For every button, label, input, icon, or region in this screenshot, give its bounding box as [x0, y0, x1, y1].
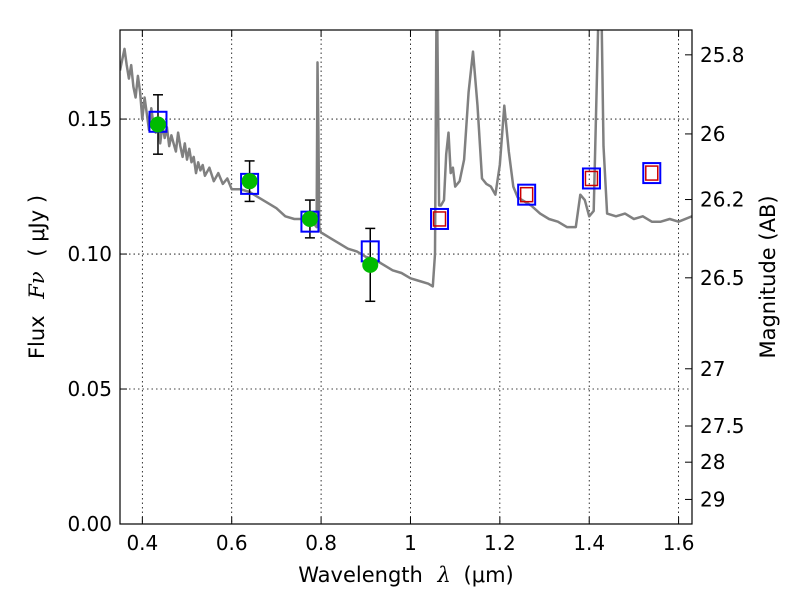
- x-tick-label: 1.4: [573, 531, 605, 555]
- y-axis-label-unit: ( μJy ): [25, 195, 49, 257]
- x-axis-label-unit: (μm): [464, 563, 514, 587]
- plot-frame: [119, 29, 693, 525]
- x-tick-label: 0.4: [126, 531, 158, 555]
- y-tick-label: 0.00: [67, 512, 112, 536]
- model-spectrum-line: [120, 30, 692, 288]
- x-tick-label: 0.6: [216, 531, 248, 555]
- y2-axis-ticks: 25.8 26 26.2 26.5 27 27.5 28 29: [685, 43, 745, 511]
- y2-tick-label: 26.5: [700, 266, 745, 290]
- y-tick-label: 0.15: [67, 107, 112, 131]
- x-axis-label-symbol: λ: [437, 563, 451, 587]
- y2-axis-label: Magnitude (AB): [756, 195, 780, 358]
- y2-tick-label: 27: [700, 357, 725, 381]
- y-axis-ticks: 0.00 0.05 0.10 0.15: [67, 107, 127, 536]
- observed-data-point: [241, 173, 258, 190]
- y2-tick-label: 26.2: [700, 188, 745, 212]
- y2-tick-label: 27.5: [700, 414, 745, 438]
- nir-photometry-box: [519, 186, 534, 203]
- nir-photometry-box: [584, 170, 599, 187]
- model-photometry-box: [517, 183, 537, 206]
- y-tick-label: 0.10: [67, 242, 112, 266]
- model-photometry-box: [581, 167, 601, 190]
- y2-tick-label: 26: [700, 122, 725, 146]
- y-axis-label: Flux Fν ( μJy ): [25, 195, 49, 359]
- model-photometry-box: [430, 207, 450, 230]
- observed-data-point: [362, 256, 379, 273]
- x-axis-ticks: 0.4 0.6 0.8 1 1.2 1.4 1.6: [126, 30, 695, 555]
- x-axis-label: Wavelength λ (μm): [298, 563, 513, 587]
- x-axis-label-main: Wavelength: [298, 563, 423, 587]
- y-tick-label: 0.05: [67, 377, 112, 401]
- y-axis-label-symbol: Fν: [25, 271, 49, 300]
- x-tick-label: 1.2: [484, 531, 516, 555]
- model-photometry-box: [642, 162, 662, 185]
- nir-photometry-box: [645, 165, 659, 181]
- y-axis-label-main: Flux: [25, 315, 49, 359]
- y2-tick-label: 29: [700, 487, 725, 511]
- observed-data-point: [301, 210, 318, 227]
- y2-tick-label: 28: [700, 450, 725, 474]
- y2-tick-label: 25.8: [700, 43, 745, 67]
- x-tick-label: 1.6: [663, 531, 695, 555]
- observed-data-point: [149, 116, 166, 133]
- x-tick-label: 0.8: [305, 531, 337, 555]
- plot-area: [120, 30, 692, 303]
- nir-photometry-box: [432, 211, 447, 227]
- x-tick-label: 1: [404, 531, 417, 555]
